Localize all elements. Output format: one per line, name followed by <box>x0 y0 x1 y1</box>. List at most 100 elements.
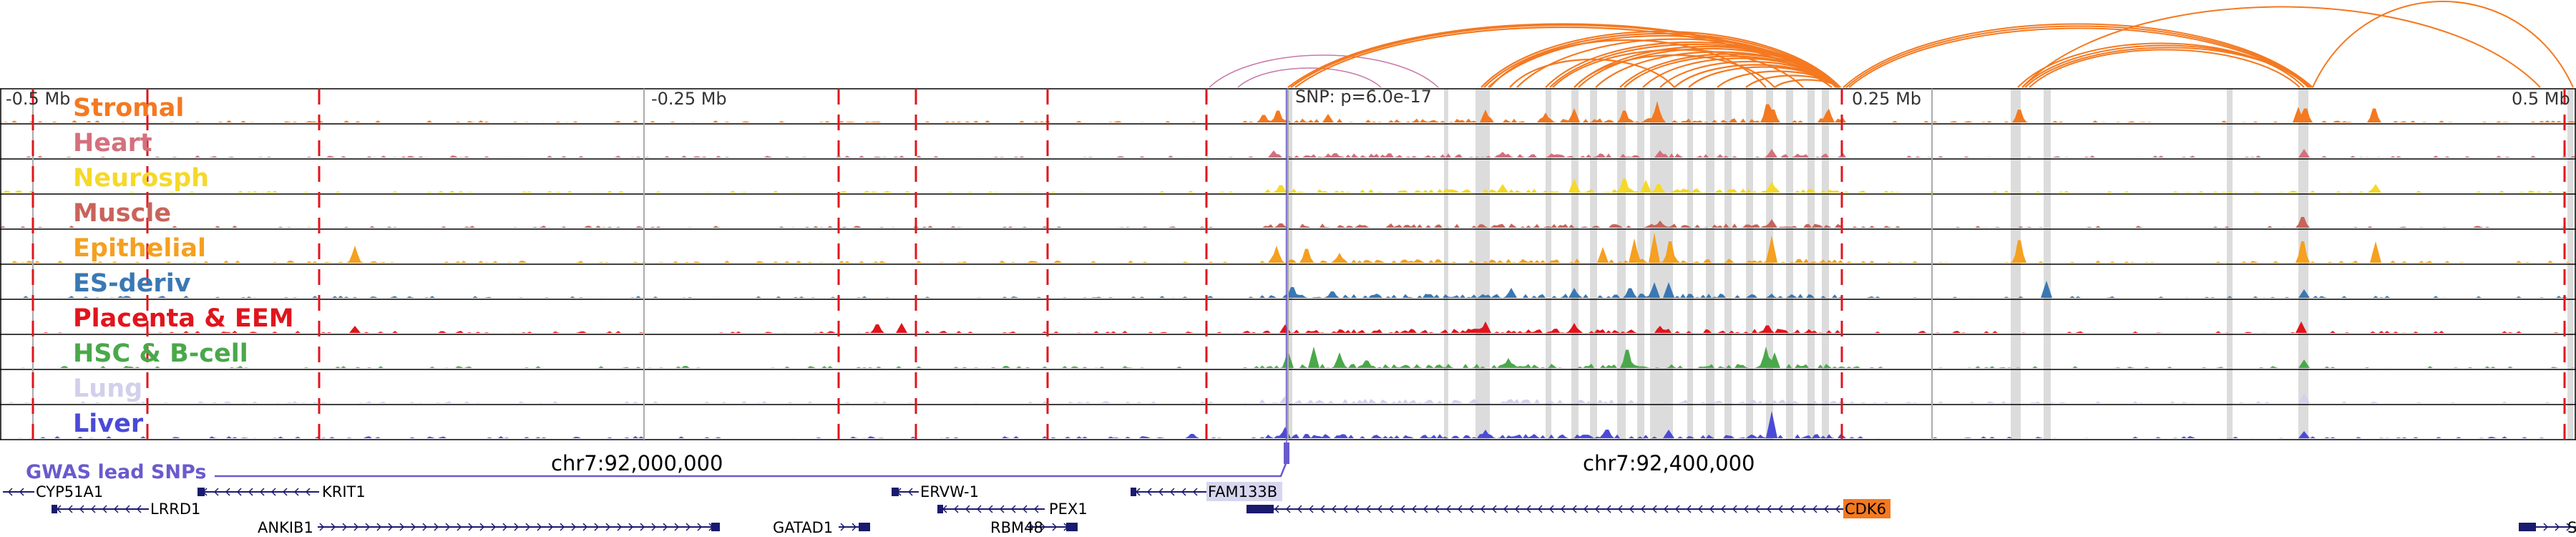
strand-chevron <box>987 505 993 513</box>
strand-chevron <box>90 505 96 513</box>
strand-chevron <box>79 505 84 513</box>
strand-chevron <box>1308 505 1314 513</box>
strand-chevron <box>852 523 857 531</box>
exon-box <box>52 505 57 513</box>
gene-label: FAM133B <box>1208 483 1277 500</box>
gwas-label: GWAS lead SNPs <box>26 461 206 483</box>
gene-label: ERVW-1 <box>920 483 979 500</box>
exon-box <box>1066 523 1078 531</box>
strand-chevron <box>236 488 242 496</box>
strand-chevron <box>67 505 73 513</box>
gene-s: S <box>2519 519 2576 536</box>
strand-chevron <box>548 523 554 531</box>
gene-label: LRRD1 <box>150 500 200 518</box>
strand-chevron <box>1629 505 1634 513</box>
gene-rbm48: RBM48 <box>990 519 1078 536</box>
strand-chevron <box>953 505 959 513</box>
exon-box <box>197 488 205 496</box>
strand-chevron <box>2555 523 2560 531</box>
strand-chevron <box>1652 505 1657 513</box>
strand-chevron <box>113 505 119 513</box>
strand-chevron <box>388 523 394 531</box>
strand-chevron <box>1434 505 1440 513</box>
strand-chevron <box>1274 505 1279 513</box>
strand-chevron <box>1192 488 1198 496</box>
strand-chevron <box>282 488 288 496</box>
strand-chevron <box>1010 505 1016 513</box>
gene-krit1: KRIT1 <box>197 483 366 500</box>
strand-chevron <box>537 523 542 531</box>
track-label-5: ES-deriv <box>73 269 191 298</box>
strand-chevron <box>560 523 565 531</box>
strand-chevron <box>1732 505 1737 513</box>
gene-label: RBM48 <box>990 519 1043 536</box>
scale-label-minus-half: -0.5 Mb <box>6 89 70 109</box>
strand-chevron <box>840 523 846 531</box>
coordinate-label-92000000: chr7:92,000,000 <box>551 451 723 475</box>
strand-chevron <box>445 523 451 531</box>
strand-chevron <box>293 488 299 496</box>
strand-chevron <box>411 523 416 531</box>
strand-chevron <box>102 505 107 513</box>
strand-chevron <box>1674 505 1680 513</box>
gene-cyp51a1: CYP51A1 <box>3 483 103 500</box>
strand-chevron <box>422 523 428 531</box>
gwas-snp-marker <box>1284 442 1289 464</box>
strand-chevron <box>259 488 265 496</box>
interaction-arc <box>2312 1 2574 88</box>
strand-chevron <box>1755 505 1760 513</box>
gene-label: KRIT1 <box>322 483 366 500</box>
track-label-0: Stromal <box>73 94 184 122</box>
strand-chevron <box>1491 505 1497 513</box>
strand-chevron <box>1029 523 1035 531</box>
strand-chevron <box>342 523 348 531</box>
strand-chevron <box>1457 505 1463 513</box>
strand-chevron <box>1526 505 1531 513</box>
strand-chevron <box>965 505 970 513</box>
gene-gatad1: GATAD1 <box>773 519 870 536</box>
strand-chevron <box>1697 505 1703 513</box>
strand-chevron <box>365 523 371 531</box>
strand-chevron <box>1743 505 1749 513</box>
strand-chevron <box>571 523 577 531</box>
exon-box <box>1246 505 1274 513</box>
gwas-lead-snps-track <box>215 89 1289 478</box>
strand-chevron <box>1377 505 1382 513</box>
strand-chevron <box>1319 505 1325 513</box>
track-label-8: Lung <box>73 374 142 403</box>
strand-chevron <box>1158 488 1163 496</box>
strand-chevron <box>1686 505 1692 513</box>
strand-chevron <box>1617 505 1623 513</box>
interaction-arc <box>1848 27 2311 88</box>
gwas-connector <box>215 461 1288 478</box>
strand-chevron <box>617 523 623 531</box>
strand-chevron <box>213 488 219 496</box>
strand-chevron <box>353 523 359 531</box>
interaction-arc <box>1237 67 1382 88</box>
strand-chevron <box>1331 505 1337 513</box>
track-label-3: Muscle <box>73 199 171 228</box>
strand-chevron <box>1777 505 1783 513</box>
strand-chevron <box>1033 505 1039 513</box>
strand-chevron <box>1548 505 1554 513</box>
interaction-arc <box>1578 48 1841 88</box>
strand-chevron <box>1181 488 1186 496</box>
gene-label: GATAD1 <box>773 519 833 536</box>
strand-chevron <box>502 523 508 531</box>
strand-chevron <box>136 505 142 513</box>
strand-chevron <box>1480 505 1485 513</box>
strand-chevron <box>1052 523 1058 531</box>
strand-chevron <box>1606 505 1611 513</box>
strand-chevron <box>697 523 703 531</box>
strand-chevron <box>1468 505 1474 513</box>
exon-box <box>937 505 943 513</box>
exon-box <box>892 488 899 496</box>
interaction-arcs <box>1209 1 2574 88</box>
interaction-arc <box>2024 47 2312 88</box>
strand-chevron <box>225 488 230 496</box>
gene-ankib1: ANKIB1 <box>258 519 720 536</box>
strand-chevron <box>305 488 311 496</box>
strand-chevron <box>1445 505 1451 513</box>
strand-chevron <box>1400 505 1405 513</box>
strand-chevron <box>1663 505 1669 513</box>
